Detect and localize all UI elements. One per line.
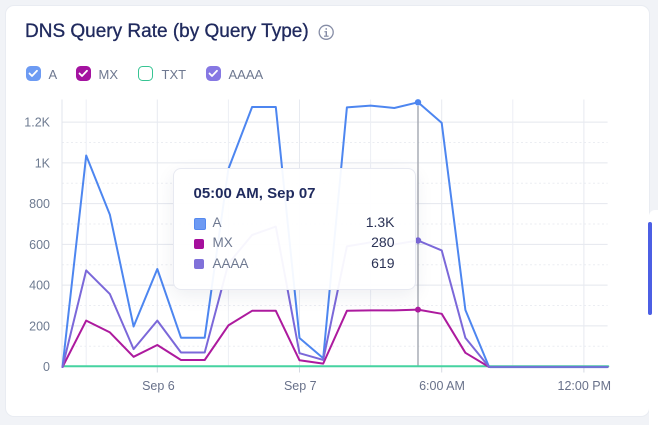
svg-text:1.2K: 1.2K bbox=[24, 116, 50, 130]
svg-text:200: 200 bbox=[29, 319, 50, 333]
svg-text:Sep 6: Sep 6 bbox=[142, 379, 175, 393]
svg-text:6:00 AM: 6:00 AM bbox=[419, 379, 465, 393]
svg-text:600: 600 bbox=[29, 238, 50, 252]
svg-text:400: 400 bbox=[29, 279, 50, 293]
svg-text:Sep 7: Sep 7 bbox=[284, 379, 317, 393]
svg-text:800: 800 bbox=[29, 197, 50, 211]
svg-text:1K: 1K bbox=[35, 156, 51, 170]
svg-text:12:00 PM: 12:00 PM bbox=[558, 379, 612, 393]
svg-text:0: 0 bbox=[43, 360, 50, 374]
